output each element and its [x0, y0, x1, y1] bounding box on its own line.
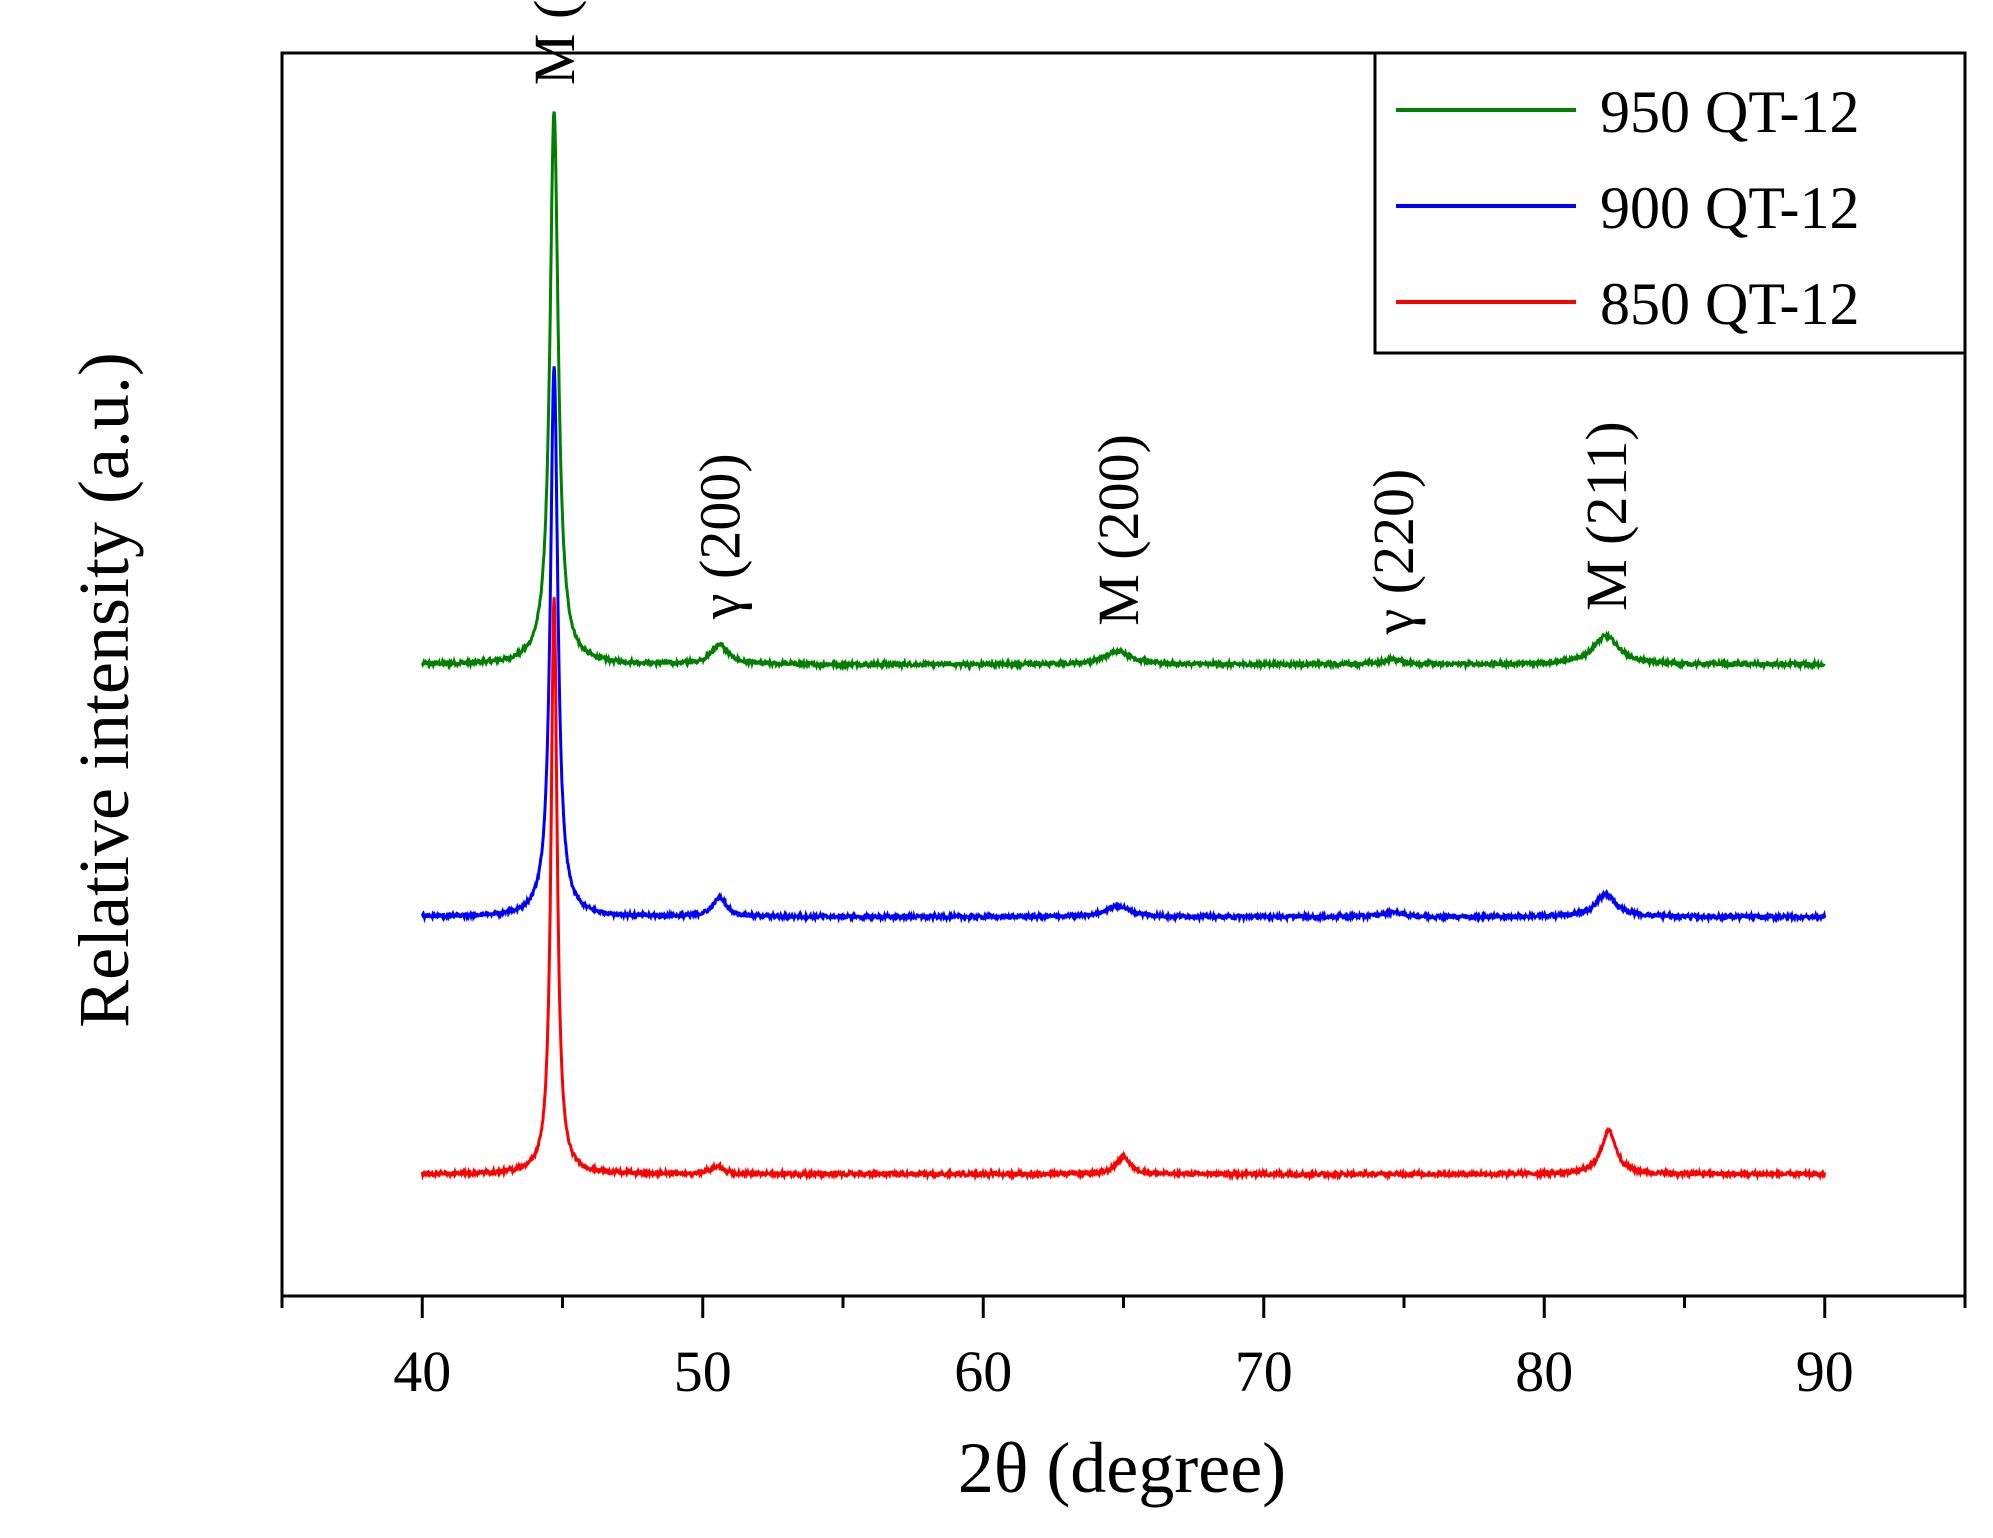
legend: 950 QT-12 900 QT-12 850 QT-12	[1373, 51, 1967, 355]
peak-annotation: γ (200)	[688, 453, 753, 620]
x-tick-label: 80	[1515, 1339, 1573, 1404]
x-tick-label: 40	[393, 1339, 451, 1404]
x-tick-label: 60	[954, 1339, 1012, 1404]
x-tick-label: 50	[674, 1339, 732, 1404]
series-line-950	[420, 111, 1826, 673]
series-line-900	[420, 366, 1827, 925]
x-tick-label: 70	[1235, 1339, 1293, 1404]
series-layer	[420, 111, 1827, 1182]
y-axis-label: Relative intensity (a.u.)	[64, 352, 144, 1028]
peak-annotation: M (211)	[1574, 421, 1639, 611]
x-axis-ticks: 40 50 60 70 80 90	[280, 1296, 1967, 1404]
peak-annotation: γ (220)	[1361, 469, 1426, 636]
x-tick-label: 90	[1796, 1339, 1854, 1404]
peak-annotations: M (110) γ (200) M (200) γ (220) M (211)	[522, 0, 1639, 635]
series-line-850	[420, 597, 1827, 1182]
peak-annotation: M (110)	[522, 0, 587, 85]
legend-label-900: 900 QT-12	[1600, 175, 1859, 241]
legend-label-850: 850 QT-12	[1600, 271, 1859, 337]
peak-annotation: M (200)	[1086, 434, 1151, 626]
legend-label-950: 950 QT-12	[1600, 79, 1859, 145]
x-axis-label: 2θ (degree)	[958, 1428, 1286, 1508]
